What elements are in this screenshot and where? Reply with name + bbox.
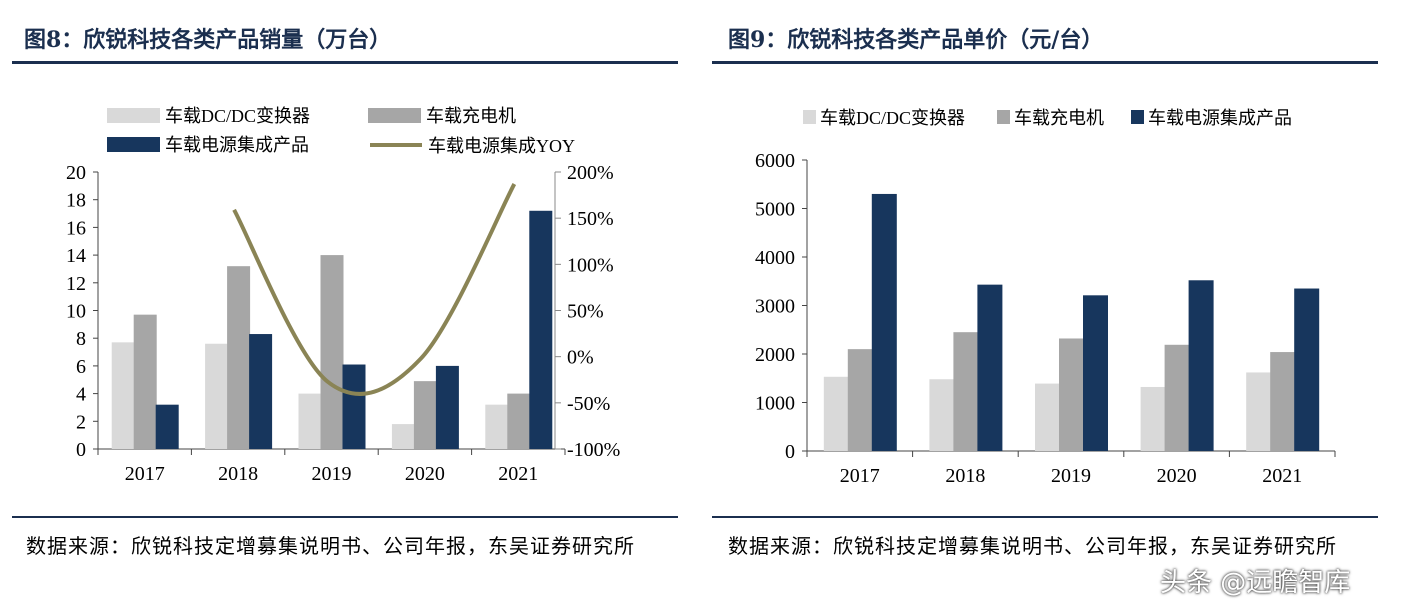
chart1-bar-车载电源集成产品-2019 (342, 364, 366, 449)
chart2-bar-车载电源集成产品-2020 (1188, 280, 1214, 451)
chart1-bar-车载DC/DC变换器-2020 (391, 424, 415, 449)
chart2-bar-车载充电机-2018 (953, 332, 979, 451)
chart1-y-tick-label: 14 (66, 245, 86, 267)
chart1-y-tick-label: 16 (66, 217, 86, 239)
chart1-legend-swatch-1 (368, 108, 421, 123)
chart1-y-tick-label: 12 (66, 273, 86, 295)
chart1-y2-tick-label: 100% (567, 254, 614, 276)
chart2-top-rule (712, 61, 1378, 64)
chart2-legend-swatch-0 (803, 110, 816, 124)
chart1-y-tick-label: 8 (76, 328, 86, 350)
chart2-bar-车载充电机-2017 (847, 349, 873, 451)
chart1-y-tick-label: 10 (66, 301, 86, 323)
chart1-y2-tick-label: 50% (567, 301, 604, 323)
chart1-bottom-rule (12, 516, 678, 518)
chart2-y-tick-label: 3000 (755, 296, 795, 318)
chart1-bar-车载电源集成产品-2021 (529, 210, 553, 449)
chart2-y-tick-label: 0 (785, 441, 795, 463)
chart1-x-tick-label: 2020 (405, 463, 445, 485)
watermark: 头条 @远瞻智库 (1160, 568, 1351, 598)
chart2-source: 数据来源：欣锐科技定增募集说明书、公司年报，东吴证券研究所 (728, 534, 1337, 558)
chart1-bar-车载充电机-2020 (413, 381, 437, 449)
chart1-y2-tick-label: -50% (567, 393, 610, 415)
chart1-x-tick-label: 2018 (218, 463, 258, 485)
chart1-yoy-line (232, 183, 517, 396)
chart1-source: 数据来源：欣锐科技定增募集说明书、公司年报，东吴证券研究所 (26, 534, 635, 558)
chart1-legend-label-1: 车载充电机 (426, 106, 516, 126)
chart2-y-tick-label: 4000 (755, 247, 795, 269)
chart2-legend-label-2: 车载电源集成产品 (1148, 108, 1292, 128)
chart1-bar-车载电源集成产品-2020 (435, 365, 459, 449)
chart1-y2-tick-label: 200% (567, 162, 614, 184)
chart2-title: 图9：欣锐科技各类产品单价（元/台） (728, 27, 1104, 53)
chart2-x-tick-label: 2019 (1051, 465, 1091, 487)
chart2-bottom-rule (712, 516, 1378, 518)
chart2-bar-车载电源集成产品-2019 (1083, 295, 1108, 451)
chart1-bar-车载充电机-2021 (507, 393, 531, 449)
chart1-x-tick-label: 2019 (312, 463, 352, 485)
chart1-legend-swatch-2 (107, 137, 160, 152)
chart1-legend-label-0: 车载DC/DC变换器 (165, 106, 310, 126)
chart2-bar-车载充电机-2019 (1059, 338, 1084, 451)
chart1-x-tick-label: 2021 (498, 463, 538, 485)
chart1-bar-车载DC/DC变换器-2018 (205, 343, 229, 449)
chart2-x-tick-label: 2020 (1157, 465, 1197, 487)
chart2-y-tick-label: 6000 (755, 150, 795, 172)
chart1-title: 图8：欣锐科技各类产品销量（万台） (24, 27, 392, 53)
chart1-bar-车载充电机-2018 (227, 266, 251, 449)
chart1-y-tick-label: 2 (76, 411, 86, 433)
chart1-y-tick-label: 4 (76, 384, 86, 406)
chart1-bar-车载DC/DC变换器-2021 (485, 404, 509, 449)
chart1-bar-车载DC/DC变换器-2017 (111, 342, 135, 449)
chart1-legend-label-3: 车载电源集成YOY (428, 136, 575, 156)
chart1-y2-tick-label: 150% (567, 208, 614, 230)
chart1-bar-车载DC/DC变换器-2019 (298, 393, 322, 449)
chart1-x-tick-label: 2017 (125, 463, 165, 485)
chart2-x-tick-label: 2017 (840, 465, 880, 487)
chart2-x-tick-label: 2018 (945, 465, 985, 487)
chart2-x-tick-label: 2021 (1262, 465, 1302, 487)
chart2-bar-车载充电机-2020 (1164, 344, 1190, 451)
chart2-bar-车载充电机-2021 (1270, 352, 1296, 451)
chart2-bar-车载DC/DC变换器-2019 (1035, 383, 1060, 451)
chart2-legend-swatch-2 (1131, 110, 1144, 124)
chart2-y-tick-label: 1000 (755, 393, 795, 415)
chart2-y-tick-label: 2000 (755, 344, 795, 366)
chart1-legend-label-2: 车载电源集成产品 (165, 135, 309, 155)
chart1-top-rule (12, 61, 678, 64)
chart2-legend-swatch-1 (997, 110, 1010, 124)
chart1-y-tick-label: 0 (76, 439, 86, 461)
chart1-y2-tick-label: 0% (567, 347, 594, 369)
chart2-legend-label-0: 车载DC/DC变换器 (820, 108, 965, 128)
chart1-y-tick-label: 6 (76, 356, 86, 378)
chart2-bar-车载DC/DC变换器-2018 (929, 379, 955, 451)
chart2-bar-车载DC/DC变换器-2021 (1246, 372, 1272, 451)
chart2-bar-车载电源集成产品-2018 (977, 284, 1003, 451)
chart1-bar-车载充电机-2019 (320, 255, 344, 449)
chart2-legend-label-1: 车载充电机 (1014, 108, 1104, 128)
chart1-legend-swatch-0 (107, 108, 160, 123)
chart1-bar-车载充电机-2017 (133, 314, 157, 449)
chart2-bar-车载DC/DC变换器-2020 (1140, 386, 1166, 451)
chart1-bar-车载电源集成产品-2018 (249, 334, 273, 449)
chart2-bar-车载DC/DC变换器-2017 (823, 376, 849, 451)
chart1-y-tick-label: 20 (66, 162, 86, 184)
chart1-y2-tick-label: -100% (567, 439, 620, 461)
chart2-bar-车载电源集成产品-2017 (871, 193, 897, 451)
chart1-y-tick-label: 18 (66, 190, 86, 212)
chart1-bar-车载电源集成产品-2017 (155, 404, 179, 449)
chart2-bar-车载电源集成产品-2021 (1294, 288, 1320, 451)
chart2-y-tick-label: 5000 (755, 199, 795, 221)
